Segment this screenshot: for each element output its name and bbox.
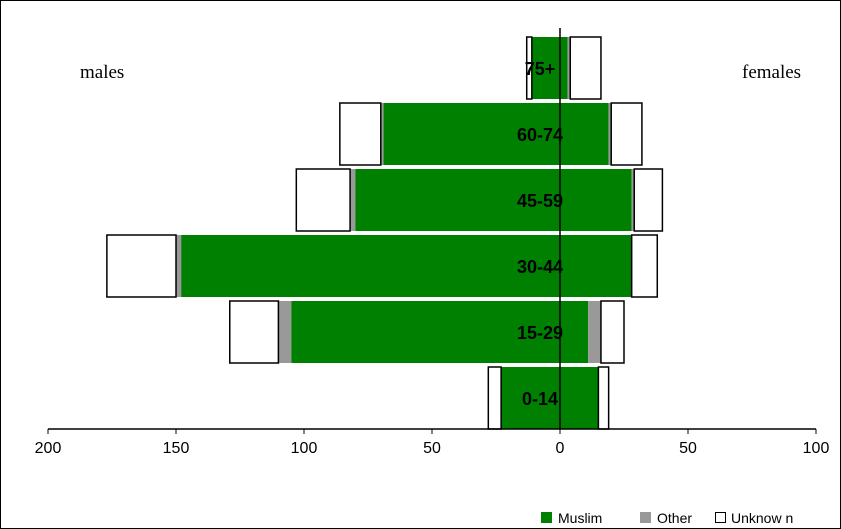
males-label: males [80, 62, 124, 83]
age-label-15-29: 15-29 [517, 323, 563, 343]
x-tick-label: 150 [163, 440, 190, 457]
bar-males-muslim-30-44 [181, 235, 560, 297]
bar-females-muslim-0-14 [560, 367, 599, 429]
bars-layer [106, 36, 664, 430]
bar-males-unknown-30-44 [106, 234, 177, 298]
bar-males-muslim-75 [531, 37, 560, 99]
bar-females-other-60-74 [608, 103, 612, 165]
x-tick-label: 100 [803, 440, 830, 457]
bar-males-muslim-45-59 [355, 169, 560, 231]
age-label-0-14: 0-14 [522, 389, 558, 409]
bar-females-muslim-75 [560, 37, 568, 99]
bar-males-unknown-15-29 [229, 300, 280, 364]
bar-males-unknown-75 [525, 36, 533, 100]
x-tick-label: 50 [423, 440, 441, 457]
bar-males-other-15-29 [278, 301, 292, 363]
bar-males-unknown-45-59 [295, 168, 351, 232]
age-label-75: 75+ [525, 59, 556, 79]
bar-females-muslim-30-44 [560, 235, 632, 297]
legend-label-other: Other [657, 510, 692, 526]
bar-females-muslim-15-29 [560, 301, 589, 363]
legend-label-unknown: Unknow n [731, 510, 793, 526]
x-tick-label: 100 [291, 440, 318, 457]
legend-item-unknown: Unknow n [715, 510, 793, 526]
bar-males-unknown-0-14 [487, 366, 502, 430]
x-tick-label: 50 [679, 440, 697, 457]
x-tick-label: 0 [556, 440, 565, 457]
bar-males-muslim-0-14 [501, 367, 560, 429]
bar-females-muslim-60-74 [560, 103, 609, 165]
legend-item-muslim: Muslim [541, 510, 602, 526]
category-labels: 0-14 15-29 30-44 45-59 60-74 75+ [517, 59, 563, 409]
legend-label-muslim: Muslim [558, 510, 602, 526]
age-label-45-59: 45-59 [517, 191, 563, 211]
bar-males-other-45-59 [350, 169, 356, 231]
bar-males-muslim-15-29 [291, 301, 560, 363]
bar-females-other-75 [567, 37, 571, 99]
bar-males-other-60-74 [380, 103, 384, 165]
x-tick-label: 200 [35, 440, 62, 457]
bar-females-unknown-15-29 [600, 300, 625, 364]
females-label: females [742, 62, 801, 83]
bar-females-unknown-0-14 [597, 366, 610, 430]
axis-layer: 200 150 100 50 0 50 100 [35, 28, 830, 457]
legend-swatch-other [640, 512, 651, 523]
age-label-30-44: 30-44 [517, 257, 563, 277]
bar-males-muslim-60-74 [383, 103, 560, 165]
legend: Muslim Other Unknow n [541, 510, 793, 526]
bar-females-muslim-45-59 [560, 169, 632, 231]
bar-males-unknown-60-74 [339, 102, 382, 166]
bar-females-unknown-30-44 [630, 234, 659, 298]
legend-item-other: Other [640, 510, 692, 526]
legend-swatch-muslim [541, 512, 552, 523]
age-label-60-74: 60-74 [517, 125, 563, 145]
bar-females-unknown-75 [569, 36, 602, 100]
legend-swatch-unknown [715, 512, 726, 523]
bar-females-other-15-29 [588, 301, 601, 363]
bar-females-other-45-59 [631, 169, 635, 231]
bar-males-other-30-44 [176, 235, 182, 297]
bar-females-unknown-60-74 [610, 102, 643, 166]
bar-females-unknown-45-59 [633, 168, 664, 232]
